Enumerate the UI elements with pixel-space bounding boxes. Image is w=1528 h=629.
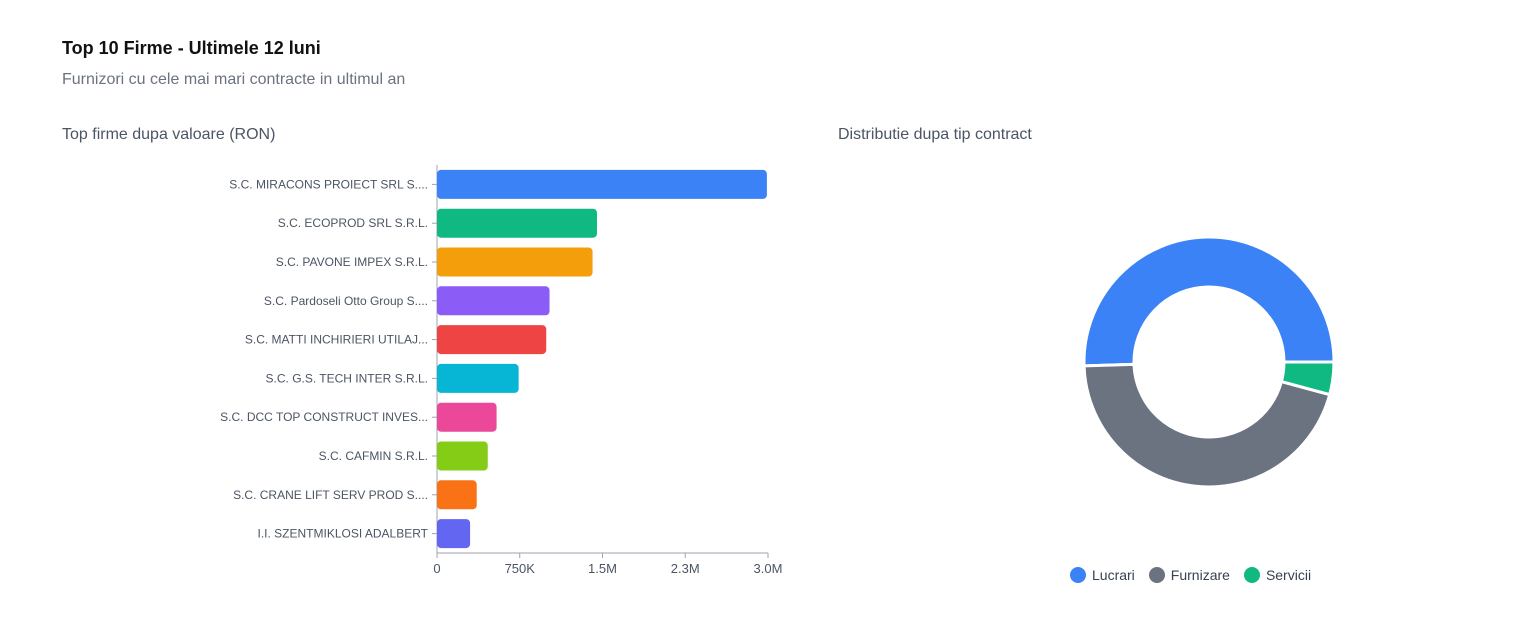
bar <box>437 325 547 355</box>
y-tick-label: S.C. G.S. TECH INTER S.R.L. <box>266 371 428 385</box>
y-tick-label: S.C. MIRACONS PROIECT SRL S.... <box>229 177 428 191</box>
x-tick-label: 0 <box>433 561 440 576</box>
legend-label: Lucrari <box>1092 567 1135 583</box>
y-tick-label: S.C. Pardoseli Otto Group S.... <box>264 294 428 308</box>
y-tick-label: S.C. PAVONE IMPEX S.R.L. <box>276 255 428 269</box>
legend-swatch <box>1070 567 1086 583</box>
legend-item-furnizare[interactable]: Furnizare <box>1148 567 1230 583</box>
donut-legend: Lucrari Furnizare Servicii <box>1070 567 1311 583</box>
card-title: Top 10 Firme - Ultimele 12 luni <box>62 38 321 58</box>
y-tick-label: S.C. CAFMIN S.R.L. <box>319 449 428 463</box>
x-tick-label: 3.0M <box>754 561 783 576</box>
card-subtitle: Furnizori cu cele mai mari contracte in … <box>62 71 406 88</box>
bar <box>437 169 767 199</box>
legend-item-lucrari[interactable]: Lucrari <box>1070 567 1135 583</box>
legend-item-servicii[interactable]: Servicii <box>1243 567 1312 583</box>
donut-slice-servicii <box>1279 360 1336 397</box>
y-tick-label: S.C. MATTI INCHIRIERI UTILAJ... <box>245 333 428 347</box>
y-tick-label: S.C. ECOPROD SRL S.R.L. <box>278 216 428 230</box>
bar <box>437 480 477 510</box>
donut-slice-furnizare <box>1082 362 1332 489</box>
y-tick-label: S.C. DCC TOP CONSTRUCT INVES... <box>220 410 428 424</box>
bar <box>437 441 488 471</box>
bar-chart-title: Top firme dupa valoare (RON) <box>62 126 276 143</box>
legend-label: Furnizare <box>1170 567 1230 583</box>
legend-swatch <box>1148 567 1165 583</box>
bar <box>437 247 593 277</box>
donut-chart-title: Distributie dupa tip contract <box>838 126 1032 143</box>
bar <box>437 402 497 432</box>
x-tick-label: 1.5M <box>588 561 617 576</box>
legend-swatch <box>1243 567 1260 583</box>
bar <box>437 519 471 549</box>
bar-chart: S.C. MIRACONS PROIECT SRL S.... S.C. ECOP… <box>220 165 783 576</box>
x-tick-label: 2.3M <box>671 561 700 576</box>
donut-slice-lucrari <box>1082 235 1336 368</box>
y-tick-label: I.I. SZENTMIKLOSI ADALBERT <box>258 527 429 541</box>
x-tick-label: 750K <box>505 561 536 576</box>
legend-label: Servicii <box>1265 567 1312 583</box>
bar <box>437 286 550 316</box>
y-tick-label: S.C. CRANE LIFT SERV PROD S.... <box>233 488 428 502</box>
bar <box>437 208 597 238</box>
bar <box>437 363 519 393</box>
